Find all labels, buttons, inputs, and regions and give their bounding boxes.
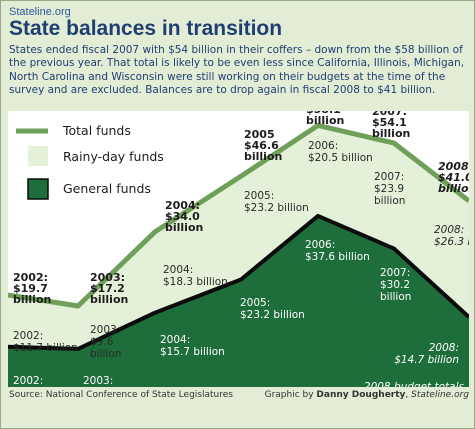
general-label-2005-line-0: 2005: [240, 297, 270, 309]
rainy-label-2005-line-1: $23.2 billion [244, 202, 309, 214]
total-label-2003-line-1: $17.2 [90, 282, 125, 295]
total-label-2008-line-2: billion [438, 182, 469, 195]
rainy-label-2008: 2008:$26.3 billion [434, 224, 469, 248]
legend-label-0: Total funds [62, 123, 131, 138]
general-label-2007-line-2: billion [380, 291, 411, 303]
rainy-label-2003: 2003: $9.6 billion [90, 324, 121, 360]
rainy-label-2002: 2002: $11.7 billion [13, 330, 78, 354]
total-label-2003-line-2: billion [90, 293, 128, 306]
total-label-2006-line-2: billion [306, 114, 344, 127]
total-label-2006-line-1: $58.1 [306, 111, 341, 116]
total-label-2004-line-0: 2004: [165, 199, 200, 212]
rainy-label-2006-line-0: 2006: [308, 140, 338, 152]
legend-label-2: General funds [63, 181, 151, 196]
rainy-label-2003-line-0: 2003: [90, 324, 120, 336]
credit-prefix: Graphic by [264, 390, 317, 400]
source-note: Source: National Conference of State Leg… [9, 390, 233, 400]
general-label-2003: 2003:$7.5 billion [83, 375, 141, 387]
rainy-label-2004-line-1: $18.3 billion [163, 276, 228, 288]
total-label-2007-line-2: billion [372, 127, 410, 140]
rainy-label-2004: 2004: $18.3 billion [163, 264, 228, 288]
rainy-label-2003-line-2: billion [90, 348, 121, 360]
rainy-label-2008-line-0: 2008: [434, 224, 464, 236]
total-label-2008-line-0: 2008: [438, 160, 469, 173]
rainy-label-2004-line-0: 2004: [163, 264, 193, 276]
general-label-2004-line-0: 2004: [160, 334, 190, 346]
total-label-2004-line-2: billion [165, 221, 203, 234]
total-label-2005-line-0: 2005 [244, 128, 275, 141]
total-label-2002-line-1: $19.7 [13, 282, 48, 295]
rainy-label-2003-line-1: $9.6 [90, 336, 114, 348]
general-label-2007: 2007: $30.2 billion [380, 267, 411, 303]
total-label-2005-line-1: $46.6 [244, 139, 279, 152]
total-label-2007-line-1: $54.1 [372, 116, 407, 129]
total-label-2003: 2003: $17.2 billion [90, 271, 128, 306]
rainy-label-2006: 2006: $20.5 billion [308, 140, 373, 164]
credit-separator: , [405, 390, 412, 400]
rainy-label-2005: 2005: $23.2 billion [244, 190, 309, 214]
rainy-label-2005-line-0: 2005: [244, 190, 274, 202]
general-label-2006-line-0: 2006: [305, 239, 335, 251]
general-label-2007-line-0: 2007: [380, 267, 410, 279]
total-label-2004-line-1: $34.0 [165, 210, 200, 223]
legend-swatch-general [27, 178, 49, 200]
general-label-2005: 2005: $23.2 billion [240, 297, 305, 321]
general-funds-edge [8, 213, 469, 351]
rainy-label-2007-line-0: 2007: [374, 171, 404, 183]
projected-note: 2008 budget totalsare projected [364, 381, 465, 387]
legend-label-1: Rainy-day funds [63, 149, 164, 164]
credit-author: Danny Dougherty [316, 390, 406, 400]
total-label-2005: 2005 $46.6 billion [244, 128, 282, 163]
credit-outlet: Stateline.org [411, 390, 469, 400]
projected-note-line-0: 2008 budget totals [364, 381, 465, 387]
rainy-label-2008-line-1: $26.3 billion [434, 236, 469, 248]
total-label-2002-line-2: billion [13, 293, 51, 306]
general-label-2003-line-0: 2003: [83, 375, 113, 387]
general-label-2008-line-0: 2008: [429, 342, 459, 354]
general-label-2006: 2006: $37.6 billion [305, 239, 370, 263]
rainy-label-2002-line-1: $11.7 billion [13, 342, 78, 354]
total-label-2004: 2004: $34.0 billion [165, 199, 203, 234]
general-label-2006-line-1: $37.6 billion [305, 251, 370, 263]
total-label-2008-line-1: $41.0 [438, 171, 469, 184]
legend-swatch-rainy [28, 146, 48, 166]
total-label-2002: 2002: $19.7 billion [13, 271, 51, 306]
general-label-2004-line-1: $15.7 billion [160, 346, 225, 358]
rainy-label-2007-line-2: billion [374, 195, 405, 207]
total-label-2003-line-0: 2003: [90, 271, 125, 284]
total-label-2007-line-0: 2007: [372, 111, 407, 118]
footer: Source: National Conference of State Leg… [9, 390, 469, 402]
general-funds-area [8, 215, 469, 387]
chart-title: State balances in transition [9, 17, 283, 40]
general-label-2004: 2004: $15.7 billion [160, 334, 225, 358]
rainy-label-2002-line-0: 2002: [13, 330, 43, 342]
general-label-2002-line-0: 2002: [13, 375, 43, 387]
general-label-2008: 2008: $14.7 billion [394, 342, 459, 366]
total-label-2002-line-0: 2002: [13, 271, 48, 284]
general-label-2005-line-1: $23.2 billion [240, 309, 305, 321]
graphic-credit: Graphic by Danny Dougherty, Stateline.or… [265, 390, 469, 400]
rainy-label-2007-line-1: $23.9 [374, 183, 404, 195]
general-label-2008-line-1: $14.7 billion [394, 354, 459, 366]
rainy-label-2007: 2007: $23.9 billion [374, 171, 405, 207]
total-label-2007: 2007: $54.1 billion [372, 111, 410, 140]
total-label-2005-line-2: billion [244, 150, 282, 163]
rainy-label-2006-line-1: $20.5 billion [308, 152, 373, 164]
general-label-2007-line-1: $30.2 [380, 279, 410, 291]
intro-text: States ended fiscal 2007 with $54 billio… [9, 44, 465, 97]
brand-name: Stateline.org [9, 6, 71, 18]
general-label-2002: 2002:$8.0 billion [13, 375, 71, 387]
